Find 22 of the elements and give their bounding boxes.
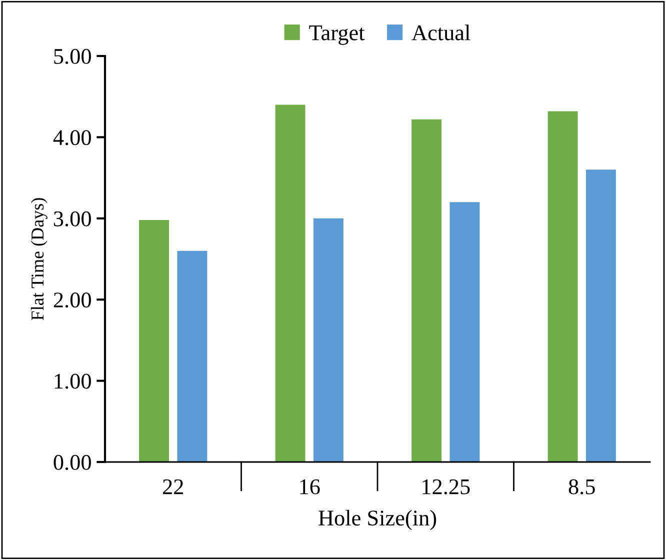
bar	[450, 202, 480, 462]
bar	[412, 119, 442, 462]
y-tick-label: 1.00	[54, 374, 91, 389]
bar	[548, 111, 578, 462]
legend-label: Target	[309, 26, 365, 45]
x-tick-label: 22	[162, 479, 184, 494]
y-axis-title: Flat Time (Days)	[30, 198, 48, 320]
bar	[139, 220, 170, 462]
y-tick-label: 5.00	[54, 48, 91, 64]
bar	[177, 250, 208, 462]
legend-label: Actual	[412, 24, 470, 40]
y-tick-label: 4.00	[53, 130, 91, 146]
x-axis-title: Hole Size(in)	[318, 510, 436, 530]
bar	[313, 218, 344, 462]
y-tick-label: 0.00	[54, 454, 91, 470]
bar	[275, 104, 306, 462]
x-tick-label: 12.25	[422, 479, 470, 494]
x-tick-label: 16	[300, 479, 320, 494]
y-tick-label: 2.00	[54, 292, 91, 308]
x-tick-label: 8.5	[568, 479, 595, 494]
y-tick-label: 3.00	[54, 211, 91, 226]
bar	[586, 170, 616, 462]
